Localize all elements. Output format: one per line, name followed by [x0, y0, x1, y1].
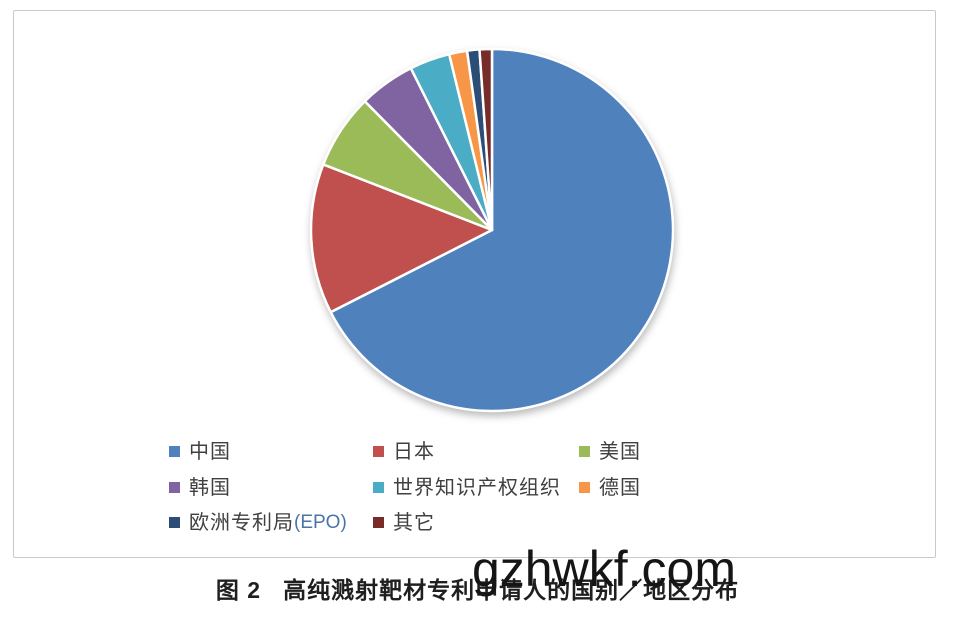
legend-label: 日本	[393, 441, 435, 463]
watermark: gzhwkf.com	[472, 541, 736, 597]
legend-swatch	[579, 482, 590, 493]
legend-label-suffix: (EPO)	[294, 512, 347, 533]
legend-swatch	[373, 446, 384, 457]
legend-item: 韩国	[169, 477, 231, 499]
legend-swatch	[169, 482, 180, 493]
legend-item: 德国	[579, 477, 641, 499]
legend-label: 美国	[599, 441, 641, 463]
legend-item: 中国	[169, 441, 231, 463]
legend-swatch	[373, 517, 384, 528]
legend-item: 欧洲专利局 (EPO)	[169, 512, 347, 534]
figure-caption-number: 图 2	[215, 577, 262, 603]
pie-chart	[309, 47, 675, 413]
legend-item: 日本	[373, 441, 435, 463]
legend-item: 其它	[373, 512, 435, 534]
legend-label: 中国	[189, 441, 231, 463]
legend-swatch	[373, 482, 384, 493]
legend-label: 世界知识产权组织	[393, 477, 561, 499]
legend-swatch	[169, 446, 180, 457]
legend-item: 世界知识产权组织	[373, 477, 561, 499]
pie-slice-1	[329, 47, 675, 413]
legend-swatch	[579, 446, 590, 457]
figure-caption-text: 高纯溅射靶材专利申请人的国别／地区分布	[283, 577, 740, 603]
pie-slice-2	[309, 163, 494, 314]
pie-slice-8	[478, 47, 494, 232]
legend-label: 韩国	[189, 477, 231, 499]
legend-label: 欧洲专利局	[189, 512, 294, 534]
legend-label: 德国	[599, 477, 641, 499]
legend-item: 美国	[579, 441, 641, 463]
chart-frame: 中国 日本 美国韩国 世界知识产权组织 德国欧洲专利局 (EPO) 其它	[13, 10, 936, 558]
figure-caption: 图 2 高纯溅射靶材专利申请人的国别／地区分布	[0, 571, 955, 605]
legend-swatch	[169, 517, 180, 528]
legend-label: 其它	[393, 512, 435, 534]
